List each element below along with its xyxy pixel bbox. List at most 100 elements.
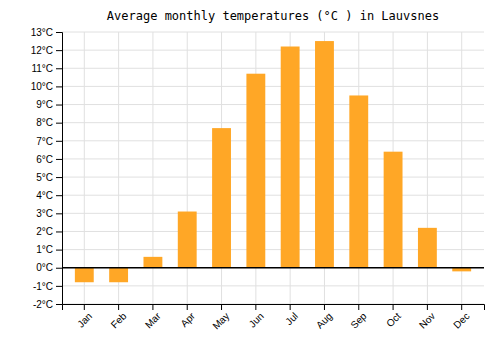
tick-label: Nov [417, 310, 437, 330]
tick-label: May [210, 310, 231, 331]
tick: 4°C [36, 190, 62, 201]
tick-mark [56, 304, 62, 305]
tick-label: Aug [314, 310, 334, 330]
tick: Feb [109, 304, 129, 330]
tick-label: 12°C [31, 45, 53, 56]
tick-mark [290, 304, 291, 310]
tick: 6°C [36, 154, 62, 165]
chart: -2°C -1°C 0°C 1°C 2°C 3°C 4°C 5°C 6°C 7°C 8°C 9°C 10… [0, 0, 500, 350]
tick: 11°C [31, 63, 62, 74]
x-axis: Jan Feb Mar Apr May Jun Jul Aug Sep Oct Nov Dec [63, 304, 485, 332]
tick: Mar [143, 304, 163, 330]
tick-label: 9°C [36, 99, 53, 110]
tick: 13°C [31, 27, 62, 38]
tick-mark [56, 68, 62, 69]
tick-label: 4°C [36, 190, 53, 201]
grid-line [62, 122, 484, 123]
tick-label: -2°C [33, 299, 53, 310]
tick: 0°C [36, 262, 62, 273]
axis-line [56, 33, 63, 305]
tick-mark [461, 304, 462, 310]
y-axis: -2°C -1°C 0°C 1°C 2°C 3°C 4°C 5°C 6°C 7°C 8°C 9°C 10… [31, 27, 63, 310]
tick: 8°C [36, 117, 62, 128]
grid-line [62, 68, 484, 69]
tick-mark [393, 304, 394, 310]
tick-label: 0°C [36, 262, 53, 273]
grid-line [62, 177, 484, 178]
tick-mark [56, 86, 62, 87]
tick-label: 6°C [36, 154, 53, 165]
tick-mark [56, 159, 62, 160]
tick-label: 11°C [31, 63, 53, 74]
tick-mark [56, 195, 62, 196]
bar [349, 95, 368, 267]
bar [281, 47, 300, 268]
tick: 3°C [36, 208, 62, 219]
tick-label: Sep [348, 310, 369, 331]
tick-label: -1°C [33, 281, 53, 292]
tick: 12°C [31, 45, 62, 56]
tick: 9°C [36, 99, 62, 110]
grid-line [62, 104, 484, 105]
tick-label: 10°C [31, 81, 53, 92]
tick: Sep [348, 304, 369, 331]
tick-label: 1°C [36, 244, 53, 255]
tick-label: Oct [384, 310, 403, 329]
grid-line [62, 285, 484, 286]
bar [178, 212, 197, 268]
tick: 2°C [36, 226, 62, 237]
tick-label: 7°C [36, 136, 53, 147]
bar [246, 74, 265, 268]
tick: 5°C [36, 172, 62, 183]
grid-line [62, 195, 484, 196]
tick-label: 8°C [36, 117, 53, 128]
tick-mark [152, 304, 153, 310]
grid [62, 32, 484, 304]
grid-line [62, 32, 484, 33]
tick-mark [56, 268, 62, 269]
grid-line [84, 32, 85, 304]
grid-line [62, 86, 484, 87]
tick-label: 2°C [36, 226, 53, 237]
title: Average monthly temperatures (°C ) in La… [107, 9, 439, 23]
tick: Jul [283, 304, 300, 327]
tick-mark [255, 304, 256, 310]
tick: Apr [178, 304, 197, 329]
grid-line [62, 213, 484, 214]
tick-mark [221, 304, 222, 310]
tick-mark [324, 304, 325, 310]
grid-line [62, 158, 484, 159]
bar [212, 128, 231, 268]
bar [143, 257, 162, 268]
tick: Jan [75, 304, 94, 330]
tick: Oct [384, 304, 403, 329]
axis-line [63, 305, 485, 311]
grid-line [118, 32, 119, 304]
tick-mark [187, 304, 188, 310]
grid-line [62, 140, 484, 141]
tick: -1°C [33, 281, 62, 292]
tick-mark [56, 177, 62, 178]
tick-label: Jul [283, 310, 300, 327]
tick: 10°C [31, 81, 62, 92]
tick-mark [56, 286, 62, 287]
tick-mark [427, 304, 428, 310]
grid-line [62, 50, 484, 51]
tick-label: Jun [247, 310, 266, 329]
tick: 1°C [36, 244, 62, 255]
bar [315, 41, 334, 268]
tick: Dec [451, 304, 471, 331]
tick-mark [118, 304, 119, 310]
grid-line [62, 267, 484, 268]
tick-label: Dec [451, 310, 471, 330]
tick-mark [56, 231, 62, 232]
tick-mark [56, 123, 62, 124]
bar [75, 268, 94, 283]
tick-label: Jan [75, 310, 94, 329]
tick-mark [84, 304, 85, 310]
tick-label: Feb [109, 310, 129, 330]
tick: Nov [417, 304, 437, 331]
tick-mark [56, 141, 62, 142]
tick: 7°C [36, 136, 62, 147]
grid-line [461, 32, 462, 304]
